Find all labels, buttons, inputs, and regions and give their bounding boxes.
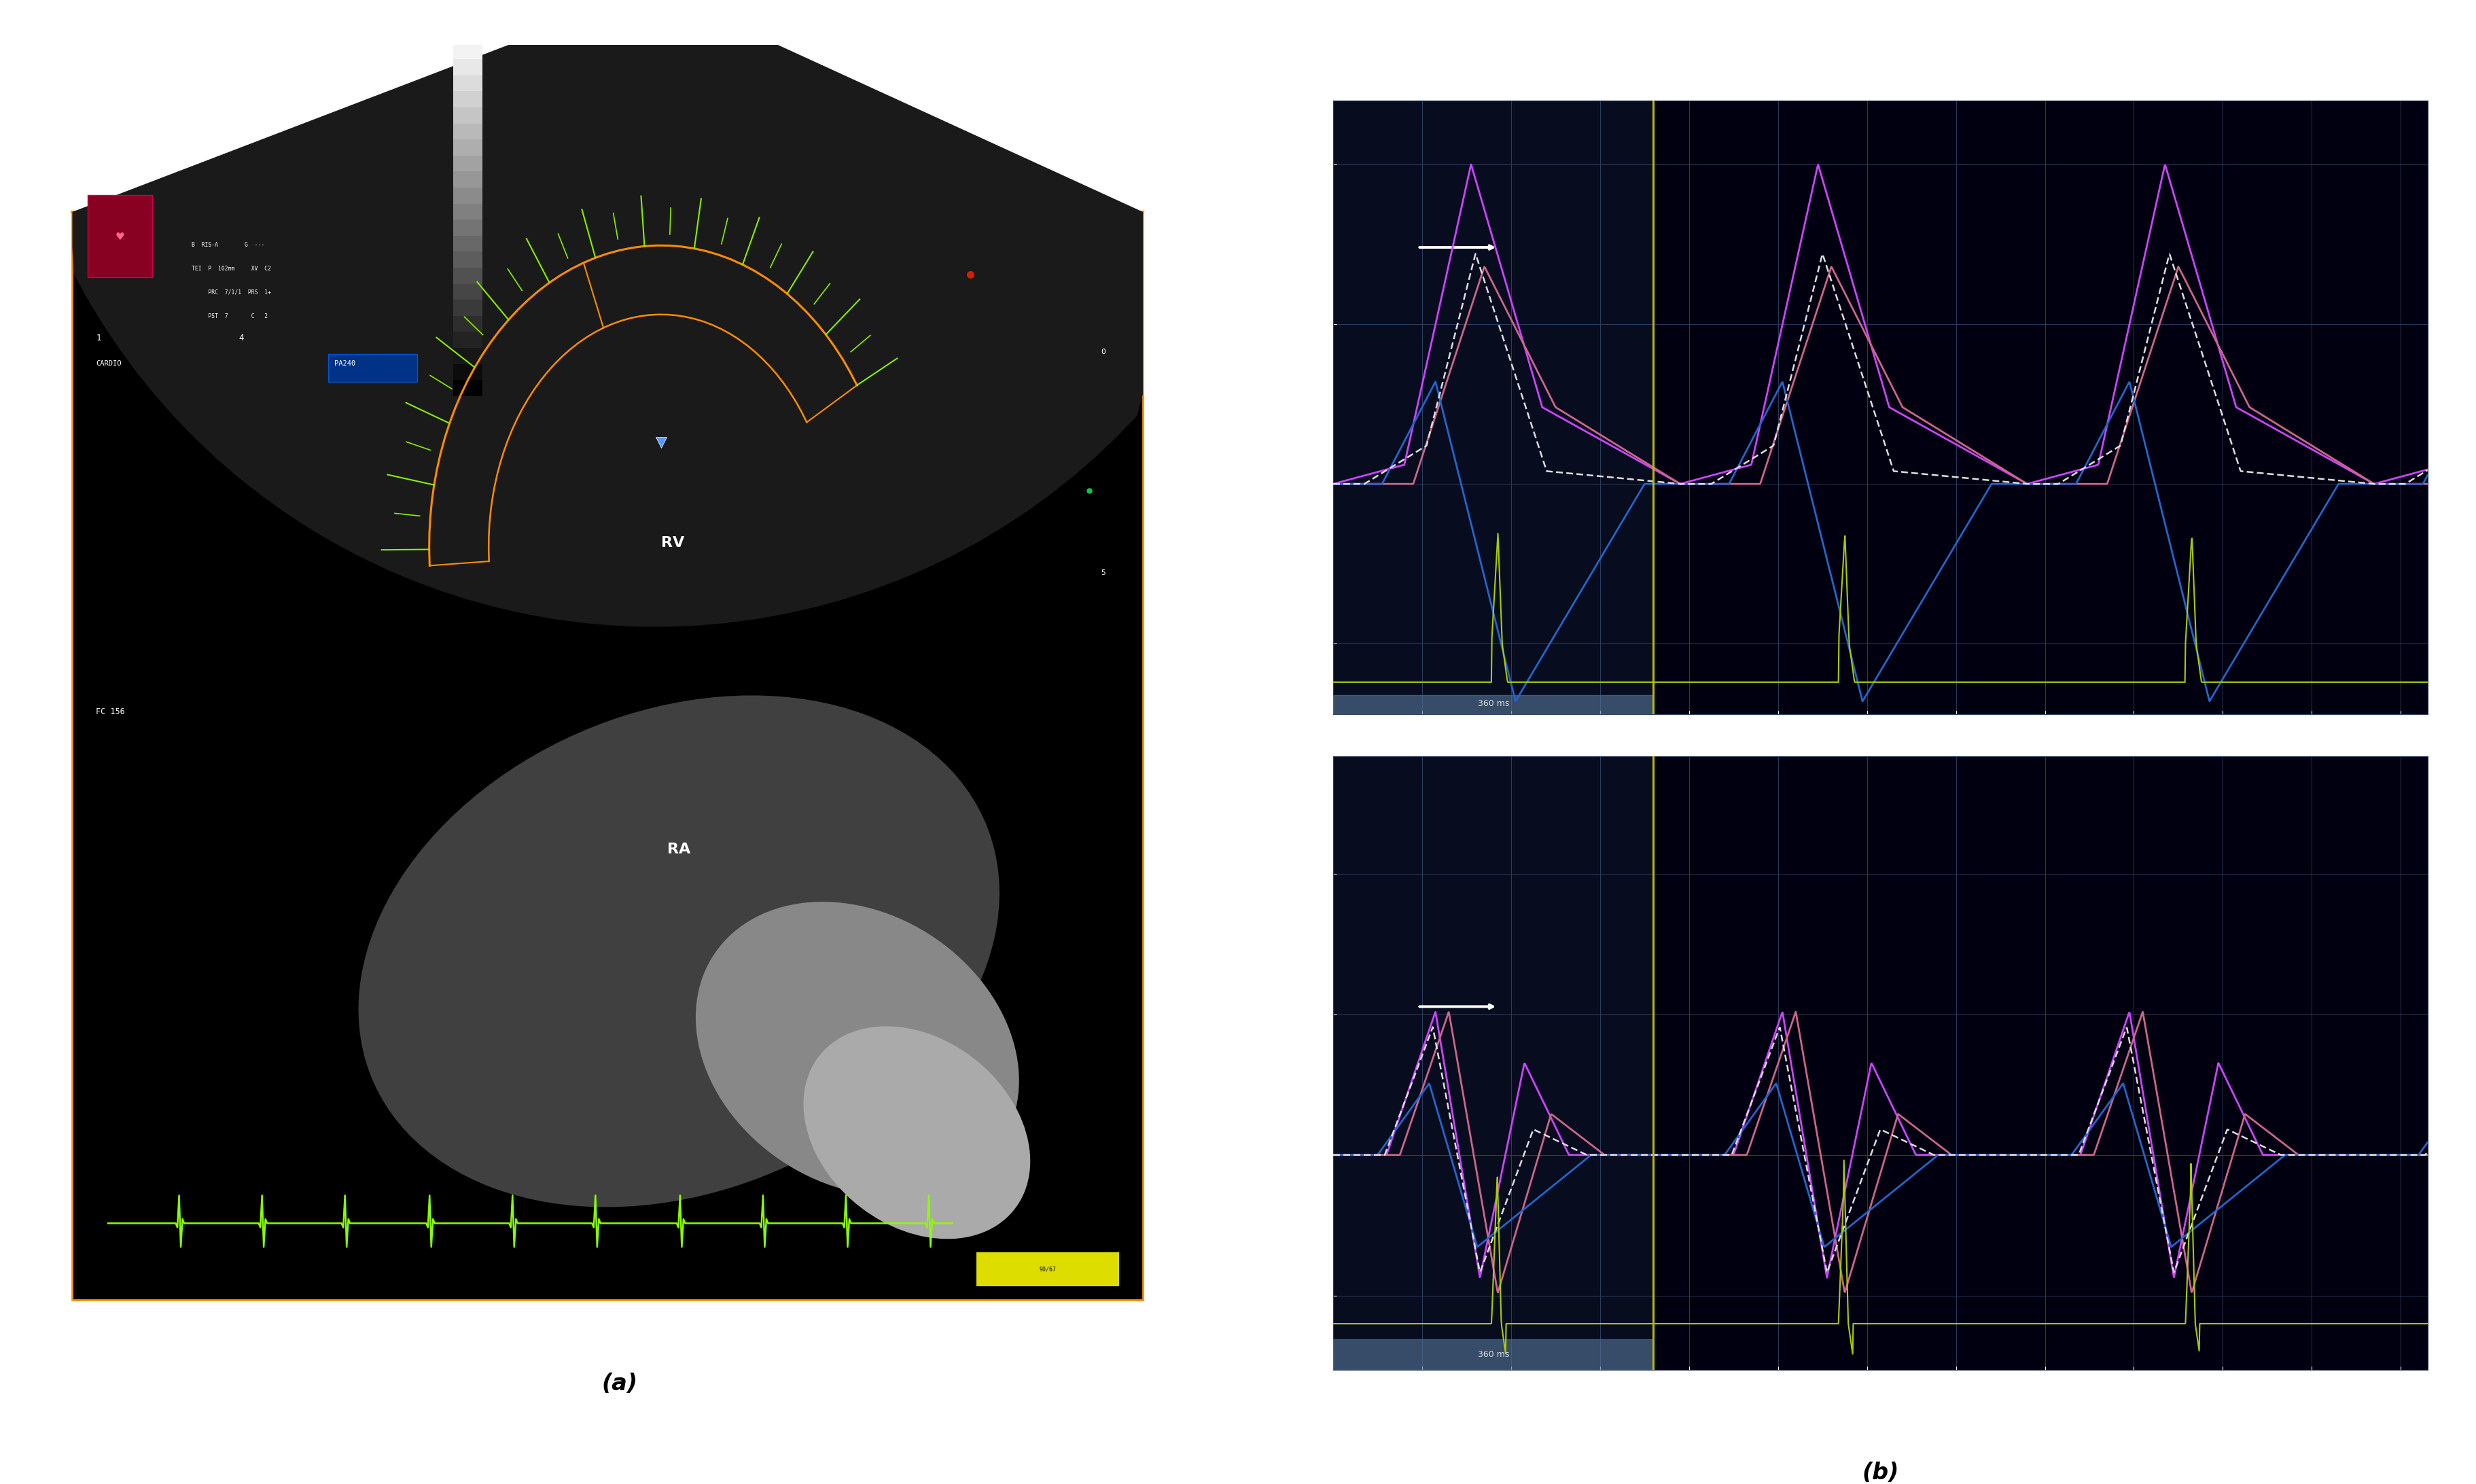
FancyBboxPatch shape (453, 380, 483, 396)
Text: PST  7       C   2: PST 7 C 2 (191, 313, 267, 319)
Text: 360 ms: 360 ms (1478, 699, 1508, 708)
FancyBboxPatch shape (453, 234, 483, 252)
FancyBboxPatch shape (453, 58, 483, 76)
FancyBboxPatch shape (453, 187, 483, 203)
Y-axis label: STRAIN TRASV [%]: STRAIN TRASV [%] (1297, 365, 1305, 450)
FancyBboxPatch shape (453, 251, 483, 267)
FancyBboxPatch shape (87, 196, 151, 278)
Text: 4: 4 (238, 334, 245, 343)
FancyBboxPatch shape (453, 171, 483, 187)
Bar (1332, 695, 1654, 714)
FancyBboxPatch shape (453, 347, 483, 364)
FancyBboxPatch shape (453, 107, 483, 123)
Y-axis label: STRAIN RATE TRASV [1/s]: STRAIN RATE TRASV [1/s] (1297, 1006, 1305, 1120)
Text: CARDIO: CARDIO (97, 361, 121, 367)
FancyBboxPatch shape (453, 203, 483, 220)
FancyBboxPatch shape (453, 218, 483, 236)
FancyBboxPatch shape (453, 300, 483, 316)
Text: B  RIS-A        G  ---: B RIS-A G --- (191, 242, 265, 248)
FancyBboxPatch shape (453, 364, 483, 380)
FancyBboxPatch shape (453, 74, 483, 91)
FancyBboxPatch shape (453, 138, 483, 156)
Text: PA240: PA240 (334, 361, 354, 367)
Text: 90/67: 90/67 (1040, 1266, 1057, 1272)
FancyBboxPatch shape (453, 315, 483, 332)
FancyBboxPatch shape (453, 154, 483, 172)
FancyBboxPatch shape (72, 212, 1144, 1300)
Bar (1332, 755, 1654, 1370)
Text: 360 ms: 360 ms (1478, 1350, 1508, 1359)
FancyBboxPatch shape (453, 331, 483, 347)
Text: TEI  P  102mm     XV  C2: TEI P 102mm XV C2 (191, 266, 270, 272)
Text: RA: RA (669, 843, 691, 856)
Text: 0: 0 (1102, 349, 1107, 356)
FancyBboxPatch shape (453, 283, 483, 300)
FancyBboxPatch shape (976, 1252, 1119, 1287)
Text: FC 156: FC 156 (97, 708, 126, 717)
Text: RV: RV (661, 536, 686, 549)
Polygon shape (72, 0, 1144, 626)
FancyBboxPatch shape (327, 355, 418, 381)
Text: 1: 1 (97, 334, 102, 343)
Text: ♥: ♥ (116, 232, 124, 242)
Text: PRC  7/1/1  PRS  1+: PRC 7/1/1 PRS 1+ (191, 289, 270, 295)
Text: 10: 10 (1089, 1273, 1099, 1281)
FancyBboxPatch shape (453, 123, 483, 139)
FancyBboxPatch shape (453, 91, 483, 107)
Text: (a): (a) (602, 1373, 636, 1395)
Ellipse shape (802, 1027, 1030, 1239)
Ellipse shape (359, 696, 1000, 1206)
Bar (1332, 1339, 1654, 1370)
Text: 5: 5 (1102, 570, 1107, 576)
Bar (1332, 101, 1654, 714)
FancyBboxPatch shape (453, 267, 483, 283)
Text: (b): (b) (1862, 1462, 1899, 1484)
FancyBboxPatch shape (453, 43, 483, 59)
Ellipse shape (696, 902, 1020, 1196)
